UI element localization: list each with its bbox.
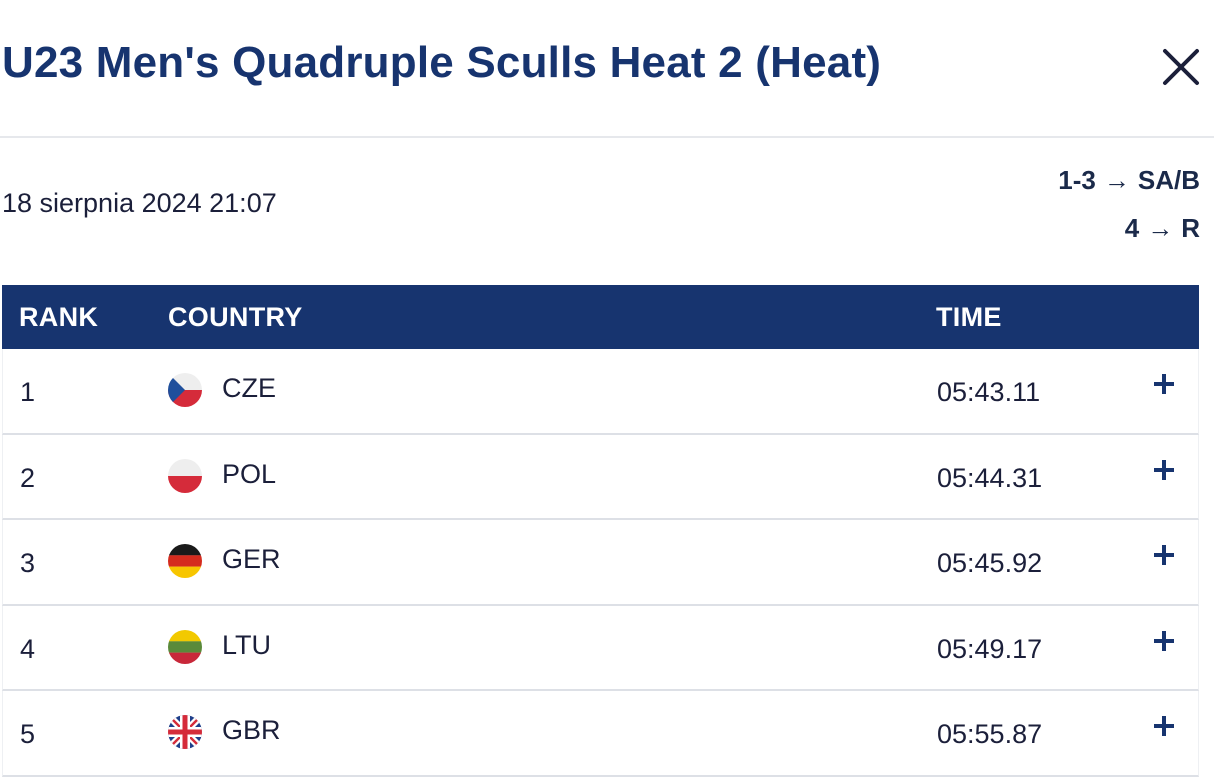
table-header: RANK COUNTRY TIME <box>2 285 1199 349</box>
progression-rule: 1-3 → SA/B <box>1058 164 1200 212</box>
column-header-rank: RANK <box>19 302 99 332</box>
row-rank: 4 <box>20 633 36 664</box>
flag-ltu-icon <box>168 629 202 664</box>
progression-rules: 1-3 → SA/B 4 → R <box>1058 164 1200 260</box>
progression-ranks: 1-3 <box>1058 165 1096 195</box>
progression-ranks: 4 <box>1124 213 1140 243</box>
plus-icon[interactable] <box>1151 713 1177 739</box>
progression-target: R <box>1181 213 1200 243</box>
table-row: 4 LTU 05:49.17 <box>2 605 1199 691</box>
page-title: U23 Men's Quadruple Sculls Heat 2 (Heat) <box>2 38 882 87</box>
close-button[interactable] <box>1160 46 1202 88</box>
row-country: GER <box>222 544 281 574</box>
flag-ger-icon <box>168 544 202 578</box>
table-row: 5 GBR 05:55.87 <box>2 691 1199 777</box>
row-country: CZE <box>222 373 276 403</box>
row-time: 05:55.87 <box>937 719 1043 749</box>
table-row: 1 CZE 05:43.11 <box>2 349 1199 435</box>
column-header-country: COUNTRY <box>168 302 303 332</box>
flag-cze-icon <box>168 373 202 407</box>
close-icon <box>1163 49 1199 85</box>
table-row: 2 POL 05:44.31 <box>2 434 1199 520</box>
flag-gbr-icon <box>168 715 202 749</box>
progression-target: SA/B <box>1137 165 1200 195</box>
results-table: RANK COUNTRY TIME 1 CZE 05:43.11 <box>2 285 1199 777</box>
plus-icon[interactable] <box>1151 542 1177 568</box>
flag-pol-icon <box>168 458 202 493</box>
row-country: LTU <box>222 629 272 660</box>
row-rank: 1 <box>20 377 36 407</box>
plus-icon[interactable] <box>1151 371 1177 397</box>
progression-rule: 4 → R <box>1058 212 1200 260</box>
row-rank: 3 <box>20 548 36 578</box>
row-rank: 5 <box>20 719 36 749</box>
row-time: 05:43.11 <box>937 377 1041 407</box>
row-time: 05:45.92 <box>937 548 1043 578</box>
row-country: GBR <box>222 715 281 745</box>
row-rank: 2 <box>20 462 36 493</box>
race-datetime: 18 sierpnia 2024 21:07 <box>2 188 277 218</box>
table-row: 3 GER 05:45.92 <box>2 520 1199 606</box>
plus-icon[interactable] <box>1151 457 1177 483</box>
arrow-right-icon: → <box>1103 165 1130 195</box>
column-header-time: TIME <box>936 302 1002 332</box>
row-time: 05:44.31 <box>937 462 1043 493</box>
row-time: 05:49.17 <box>937 633 1043 664</box>
plus-icon[interactable] <box>1151 628 1177 654</box>
panel-header: U23 Men's Quadruple Sculls Heat 2 (Heat) <box>0 0 1214 138</box>
row-country: POL <box>222 458 277 489</box>
arrow-right-icon: → <box>1147 213 1174 243</box>
